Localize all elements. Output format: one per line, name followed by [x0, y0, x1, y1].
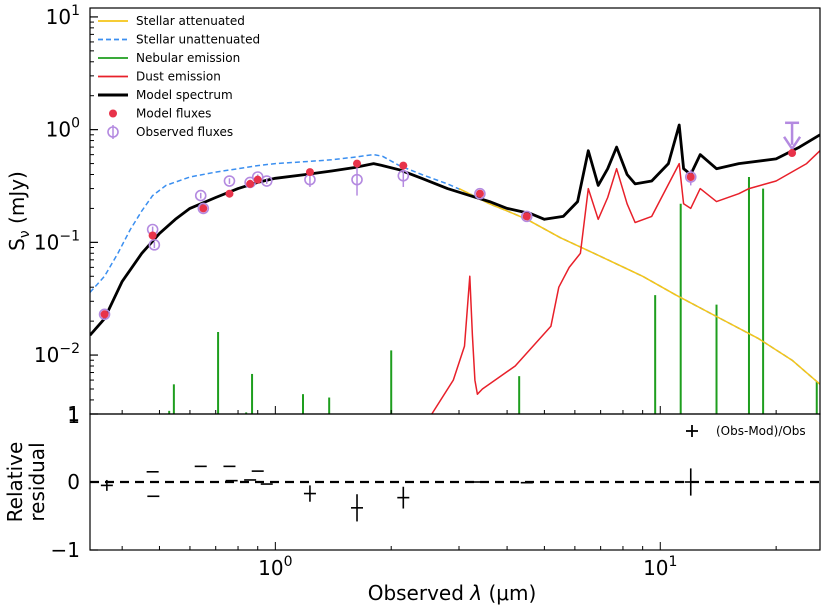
observed-flux-10 [351, 167, 363, 196]
legend-label-5: Model fluxes [136, 107, 211, 121]
upper-limit-head [783, 136, 802, 152]
legend-item-model-fluxes: Model fluxes [109, 107, 211, 121]
model-flux-0 [100, 310, 109, 319]
x-tick-label-0: 100 [258, 554, 292, 580]
model-flux-11 [686, 173, 695, 182]
model-flux-6 [305, 168, 314, 177]
observed-flux-marker-0 [98, 308, 111, 321]
residual-panel: 1 0 −1 100 101 Relative residual Observed λ… [3, 402, 821, 605]
observed-flux-11 [397, 166, 410, 187]
residual-point-9 [303, 485, 316, 502]
residual-legend: (Obs-Mod)/Obs [686, 424, 806, 438]
x-tick-label-1: 101 [643, 554, 677, 580]
model-flux-7 [353, 159, 362, 168]
observed-flux-5 [223, 175, 236, 187]
model-flux-12 [788, 149, 797, 158]
observed-flux-marker-3 [194, 189, 207, 202]
observed-flux-marker-12 [474, 187, 486, 200]
observed-flux-marker-10 [351, 173, 363, 186]
series-model-spectrum [90, 123, 820, 337]
sed-bottom-axis-label: 1 [67, 404, 80, 428]
observed-flux-marker-13 [520, 210, 533, 223]
residual-y-tick-label-2: −1 [51, 538, 80, 562]
observed-flux-marker-8 [260, 175, 273, 187]
residual-legend-label: (Obs-Mod)/Obs [716, 424, 806, 438]
sed-y-axis-label: Sν (mJy) [5, 171, 33, 251]
residual-y-tick-label-0: 1 [67, 402, 80, 426]
model-flux-3 [225, 189, 234, 198]
model-flux-9 [475, 189, 484, 198]
legend-item-observed-fluxes: Observed fluxes [107, 125, 233, 139]
legend-label-6: Observed fluxes [136, 125, 233, 139]
sed-legend: Stellar attenuated Stellar unattenuated Ne… [98, 14, 260, 139]
observed-flux-marker-5 [223, 175, 236, 187]
series-stellar-unattenuated [90, 153, 820, 385]
residual-point-10 [351, 494, 364, 522]
legend-label-1: Stellar unattenuated [136, 33, 260, 47]
sed-y-axis-label-sub: ν [17, 230, 33, 238]
model-flux-5 [253, 175, 262, 184]
observed-flux-marker-11 [397, 169, 410, 182]
x-axis-label-prefix: Observed [368, 581, 471, 605]
sed-panel: 101 100 10−1 10−2 1 Sν (mJy) Stellar attenu… [5, 3, 821, 428]
model-flux-2 [199, 204, 208, 213]
residual-y-axis-label-line2: residual [25, 442, 49, 521]
model-flux-10 [522, 212, 531, 221]
legend-item-stellar-attenuated: Stellar attenuated [98, 14, 245, 28]
residual-point-11 [397, 486, 410, 509]
series-dust-emission [431, 150, 820, 414]
residual-point-14 [684, 468, 697, 496]
residual-y-axis-label-line1: Relative [3, 442, 27, 523]
residual-y-tick-label-1: 0 [67, 470, 80, 494]
sed-y-tick-label-2: 10−1 [34, 228, 80, 254]
sed-y-tick-label-3: 10−2 [34, 341, 80, 367]
legend-item-model-spectrum: Model spectrum [98, 88, 233, 102]
series-stellar-attenuated [458, 187, 820, 385]
legend-item-nebular-emission: Nebular emission [98, 51, 240, 65]
legend-label-2: Nebular emission [136, 51, 240, 65]
model-flux-4 [246, 179, 255, 188]
legend-item-dust-emission: Dust emission [98, 70, 221, 84]
observed-flux-8 [260, 175, 273, 187]
observed-flux-marker-4 [197, 202, 210, 215]
legend-swatch-5 [109, 109, 117, 118]
residual-point-0 [100, 479, 113, 491]
observed-flux-marker-2 [148, 239, 161, 251]
model-flux-1 [148, 231, 157, 240]
legend-item-stellar-unattenuated: Stellar unattenuated [98, 33, 260, 47]
model-flux-8 [399, 161, 408, 170]
legend-swatch-6 [107, 126, 119, 138]
observed-flux-2 [148, 239, 161, 251]
legend-label-0: Stellar attenuated [136, 14, 245, 28]
upper-limit-arrow [783, 121, 802, 152]
legend-label-3: Dust emission [136, 70, 221, 84]
sed-y-axis-label-main: S [5, 238, 29, 251]
x-axis-label-unit: (μm) [482, 581, 536, 605]
x-axis-label: Observed λ (μm) [368, 581, 537, 605]
sed-y-tick-label-1: 100 [46, 116, 80, 142]
sed-y-axis-label-unit: (mJy) [5, 171, 29, 230]
x-axis-label-lambda: λ [469, 581, 482, 605]
observed-flux-3 [194, 189, 207, 202]
legend-label-4: Model spectrum [136, 88, 233, 102]
observed-flux-marker-14 [684, 171, 697, 183]
sed-y-tick-label-0: 101 [46, 3, 80, 29]
